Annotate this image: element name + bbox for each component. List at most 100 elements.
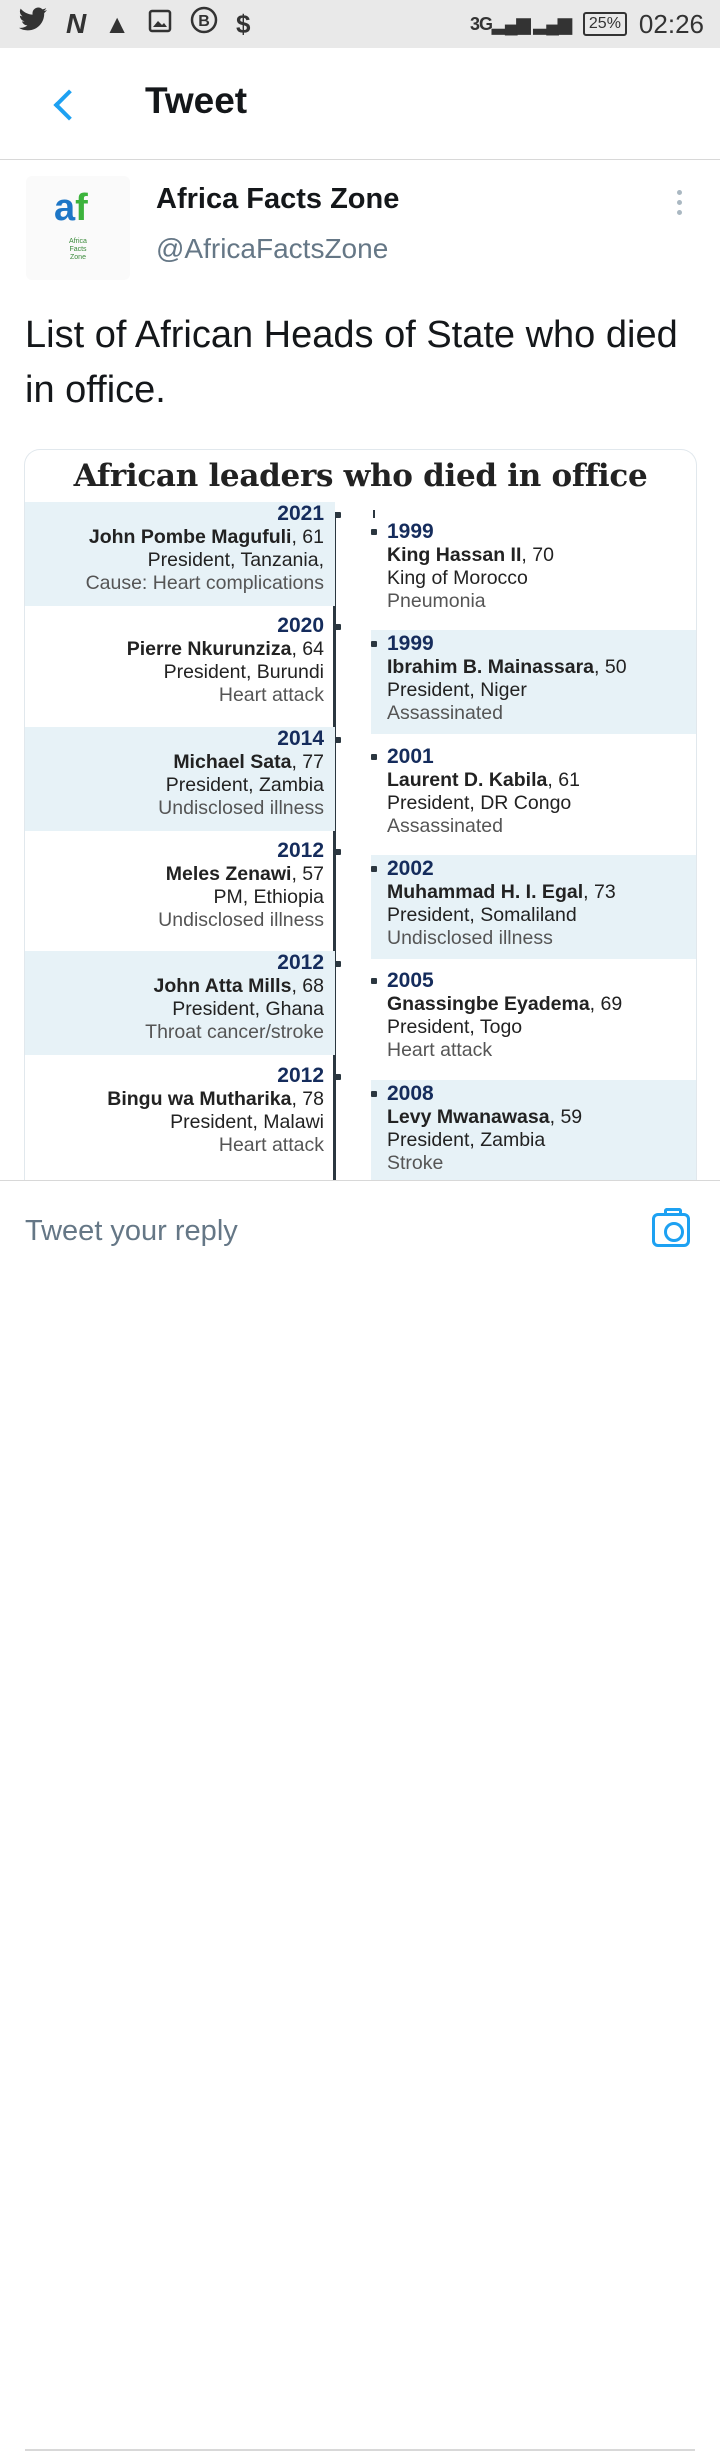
author-name[interactable]: Africa Facts Zone bbox=[156, 183, 400, 215]
svg-text:B: B bbox=[198, 13, 210, 30]
timeline-entry-right: 1999 King Hassan II, 70 King of Morocco Pne… bbox=[387, 520, 554, 613]
entry-cause: Undisclosed illness bbox=[158, 908, 324, 931]
app-bar: Tweet bbox=[0, 48, 720, 160]
entry-name-line: John Atta Mills, 68 bbox=[145, 975, 325, 998]
timeline-tick bbox=[335, 736, 341, 743]
entry-separator: , bbox=[291, 1087, 303, 1110]
entry-separator: , bbox=[291, 750, 303, 773]
entry-role: President, Niger bbox=[387, 679, 527, 702]
tweet-text: List of African Heads of State who died … bbox=[25, 314, 678, 411]
timeline-band bbox=[371, 630, 696, 735]
timeline-entry-left: 2014 Michael Sata, 77 President, Zambia Und… bbox=[158, 727, 324, 820]
entry-age: 77 bbox=[302, 750, 324, 773]
entry-role: King of Morocco bbox=[387, 567, 528, 589]
reply-bar: Tweet your reply bbox=[0, 1180, 720, 2451]
timeline-band bbox=[25, 726, 335, 831]
timeline-tick bbox=[335, 961, 341, 968]
entry-separator: , bbox=[291, 862, 303, 885]
timeline-tick bbox=[371, 1090, 377, 1097]
entry-age: 78 bbox=[302, 1087, 324, 1110]
n-icon: N bbox=[66, 8, 87, 39]
timeline-tick bbox=[371, 753, 377, 760]
entry-separator: , bbox=[547, 768, 559, 791]
timeline-entry-right: 2008 Levy Mwanawasa, 59 President, Zambia S… bbox=[387, 1082, 582, 1175]
entry-name: Levy Mwanawasa bbox=[387, 1105, 550, 1128]
card-title: African leaders who died in office bbox=[73, 458, 648, 494]
timeline-entry-right: 1999 Ibrahim B. Mainassara, 50 President, … bbox=[387, 632, 627, 725]
africa-facts-logo-icon: af bbox=[54, 187, 88, 229]
back-button[interactable] bbox=[46, 78, 86, 128]
entry-cause: Assassinated bbox=[387, 814, 503, 837]
entry-cause: Heart attack bbox=[218, 684, 324, 707]
entry-name-line: Levy Mwanawasa, 59 bbox=[387, 1106, 582, 1129]
entry-role: PM, Ethiopia bbox=[213, 885, 324, 908]
entry-separator: , bbox=[291, 638, 303, 661]
entry-role: President, Zambia bbox=[387, 1128, 546, 1151]
timeline-tick bbox=[335, 1073, 341, 1080]
entry-age: 64 bbox=[302, 638, 324, 661]
warning-icon: ▲ bbox=[104, 9, 130, 39]
entry-name: King Hassan II bbox=[387, 544, 522, 566]
timeline-tick bbox=[335, 512, 341, 518]
timeline-tick bbox=[371, 865, 377, 872]
timeline-entry-left: 2021 John Pombe Magufuli, 61 President, Ta… bbox=[86, 502, 324, 595]
tweet-image-card[interactable]: African leaders who died in office 2021 J… bbox=[24, 449, 697, 1190]
timeline-band bbox=[25, 502, 335, 606]
entry-cause: Pneumonia bbox=[387, 590, 486, 612]
entry-age: 59 bbox=[560, 1105, 583, 1128]
entry-role: President, Togo bbox=[387, 1016, 523, 1039]
entry-age: 70 bbox=[532, 544, 554, 566]
more-options-button[interactable] bbox=[670, 188, 690, 218]
battery-indicator: 25% bbox=[582, 12, 627, 36]
entry-name-line: Bingu wa Mutharika, 78 bbox=[107, 1088, 324, 1111]
entry-year: 2012 bbox=[277, 1063, 324, 1087]
entry-name-line: Laurent D. Kabila, 61 bbox=[387, 769, 580, 792]
timeline-entry-left: 2012 John Atta Mills, 68 President, Ghana T… bbox=[145, 951, 324, 1044]
entry-cause: Cause: Heart complications bbox=[85, 572, 324, 594]
entry-name: Laurent D. Kabila bbox=[387, 768, 548, 791]
entry-name: John Atta Mills bbox=[153, 975, 292, 998]
entry-cause: Assassinated bbox=[387, 702, 503, 725]
entry-cause: Undisclosed illness bbox=[387, 926, 553, 949]
entry-age: 61 bbox=[302, 526, 324, 548]
entry-name-line: Muhammad H. I. Egal, 73 bbox=[387, 881, 616, 904]
entry-separator: , bbox=[549, 1105, 561, 1128]
entry-name-line: Michael Sata, 77 bbox=[158, 751, 324, 774]
more-dot bbox=[677, 200, 682, 205]
timeline-tick bbox=[371, 978, 377, 985]
entry-separator: , bbox=[583, 880, 594, 903]
entry-cause: Throat cancer/stroke bbox=[145, 1021, 324, 1044]
entry-name-line: John Pombe Magufuli, 61 bbox=[86, 526, 324, 549]
reply-input[interactable]: Tweet your reply bbox=[25, 1215, 238, 1247]
entry-age: 57 bbox=[302, 862, 324, 885]
entry-name: Meles Zenawi bbox=[165, 862, 292, 885]
timeline-tick bbox=[335, 624, 341, 631]
more-dot bbox=[677, 210, 682, 215]
timeline-band bbox=[371, 854, 696, 959]
entry-name: Michael Sata bbox=[173, 750, 292, 773]
entry-age: 50 bbox=[604, 656, 627, 679]
entry-name-line: Meles Zenawi, 57 bbox=[158, 863, 324, 886]
timeline-axis bbox=[333, 512, 336, 1190]
network-icon: 3G▂▄▆ ▂▄▆ bbox=[469, 13, 572, 34]
notification-icons: N ▲ B $ bbox=[18, 6, 250, 42]
avatar[interactable]: af Africa Facts Zone bbox=[26, 176, 130, 280]
entry-name: Bingu wa Mutharika bbox=[107, 1087, 292, 1110]
timeline-tick bbox=[335, 848, 341, 855]
entry-name-line: King Hassan II, 70 bbox=[387, 544, 554, 567]
timeline-entry-right: 2005 Gnassingbe Eyadema, 69 President, Tog… bbox=[387, 969, 622, 1062]
entry-role: President, Burundi bbox=[163, 661, 324, 684]
entry-cause: Heart attack bbox=[218, 1133, 324, 1156]
entry-separator: , bbox=[291, 526, 303, 548]
entry-name-line: Ibrahim B. Mainassara, 50 bbox=[387, 656, 627, 679]
entry-role: President, DR Congo bbox=[387, 791, 572, 814]
camera-icon[interactable] bbox=[652, 1208, 690, 1247]
timeline-band bbox=[371, 1079, 696, 1184]
entry-name: Gnassingbe Eyadema bbox=[387, 993, 590, 1016]
entry-year: 2012 bbox=[277, 838, 324, 862]
page-title: Tweet bbox=[145, 80, 248, 121]
author-handle[interactable]: @AfricaFactsZone bbox=[156, 233, 389, 264]
entry-year: 2002 bbox=[387, 856, 434, 880]
entry-year: 1999 bbox=[387, 520, 434, 543]
chevron-left-icon bbox=[53, 89, 85, 121]
